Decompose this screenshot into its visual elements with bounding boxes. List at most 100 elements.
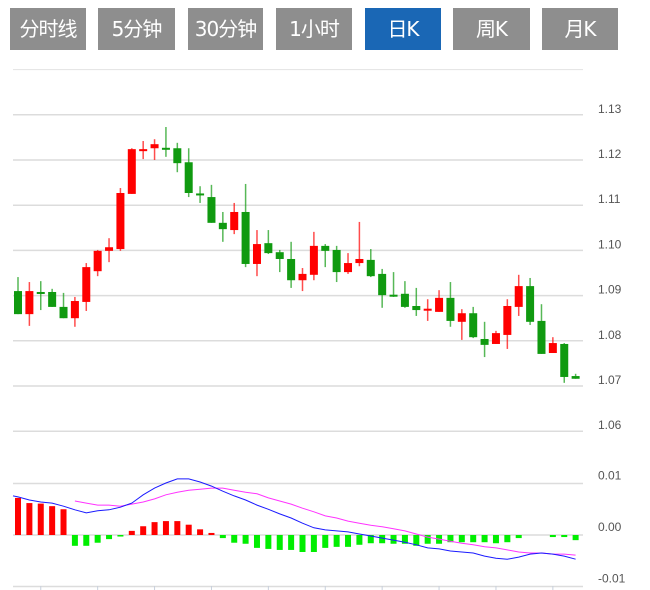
candle-body [514, 286, 523, 307]
tab-weekly-k[interactable]: 周K [453, 8, 530, 50]
candle [548, 337, 557, 354]
candle-body [435, 297, 444, 312]
histogram-bar [106, 535, 113, 540]
histogram-bar [276, 535, 283, 550]
candle-body [36, 291, 45, 294]
price-tick-label: 1.13 [598, 102, 622, 116]
histogram-bar [37, 503, 44, 535]
histogram-bar [470, 535, 477, 543]
histogram-bar [288, 535, 295, 550]
candle [264, 230, 273, 255]
candle [344, 253, 353, 274]
histogram-bar [26, 503, 33, 535]
candle [503, 299, 512, 349]
candle-body [491, 333, 500, 344]
candle [526, 277, 535, 325]
histogram-bar [140, 526, 147, 535]
histogram-bar [572, 535, 579, 541]
tab-5min[interactable]: 5分钟 [98, 8, 175, 50]
candle-body [298, 273, 307, 281]
candle [423, 299, 432, 321]
histogram-bar [299, 535, 306, 552]
candle-body [93, 250, 102, 272]
candle [435, 290, 444, 312]
histogram-bar [345, 535, 352, 547]
candle-body [287, 258, 296, 281]
candle [25, 282, 34, 326]
candle-body [218, 222, 227, 230]
candle [446, 282, 455, 327]
candle [70, 296, 79, 327]
candle-body [355, 258, 364, 264]
candle-body [412, 305, 421, 311]
candle [207, 184, 216, 223]
candle [400, 281, 409, 308]
candle [514, 274, 523, 316]
candle [412, 287, 421, 316]
candle [537, 304, 546, 354]
histogram-bar [481, 535, 488, 543]
candle [93, 249, 102, 277]
histogram-bar [253, 535, 260, 548]
histogram-bar [401, 535, 408, 544]
candle [355, 221, 364, 267]
candle [309, 231, 318, 281]
candle-body [161, 147, 170, 150]
histogram-bar [447, 535, 454, 543]
histogram-bar [390, 535, 397, 544]
histogram-bar [15, 497, 21, 535]
candle [469, 306, 478, 339]
candle-body [173, 148, 182, 164]
histogram-bar [60, 509, 67, 535]
candle-body [378, 273, 387, 296]
candle [491, 330, 500, 344]
histogram-bar [424, 535, 431, 544]
time-axis [40, 586, 554, 590]
candle [184, 148, 193, 198]
tab-1hour[interactable]: 1小时 [276, 8, 352, 50]
candle-body [457, 313, 466, 322]
candle-body [116, 192, 125, 250]
candle-body [389, 294, 398, 297]
tab-30min[interactable]: 30分钟 [188, 8, 263, 50]
candle [480, 321, 489, 358]
candle-body [105, 247, 114, 251]
histogram-bar [117, 535, 124, 537]
candle-body [469, 313, 478, 338]
candle-body [14, 291, 22, 315]
candle-body [264, 243, 273, 254]
dif-line [12, 478, 576, 560]
histogram-bar [356, 535, 363, 545]
candle-body [230, 211, 239, 231]
price-tick-label: 1.09 [598, 283, 622, 297]
histogram-bar [458, 535, 465, 543]
candle-body [571, 376, 580, 379]
histogram-bar [208, 532, 215, 535]
candle [241, 183, 250, 268]
price-tick-label: 1.10 [598, 237, 622, 251]
histogram-bar [549, 535, 556, 538]
candle [139, 141, 148, 160]
candle-body [526, 286, 535, 322]
candle-body [275, 252, 284, 259]
tab-timeline[interactable]: 分时线 [10, 8, 86, 50]
candle-body [537, 320, 546, 354]
tab-monthly-k[interactable]: 月K [542, 8, 618, 50]
candle [82, 263, 91, 311]
histogram-bar [151, 522, 158, 535]
macd-tick-label: 0.00 [598, 520, 622, 534]
candle [173, 142, 182, 173]
candle-body [207, 197, 216, 223]
candle-body [332, 249, 341, 273]
candle [218, 211, 227, 242]
histogram-bar [49, 506, 56, 535]
candle-body [344, 263, 353, 273]
price-tick-label: 1.06 [598, 418, 622, 432]
candle-body [196, 193, 205, 196]
dea-line [74, 487, 576, 556]
histogram-bar [379, 535, 386, 544]
price-tick-label: 1.08 [598, 328, 622, 342]
grid-lines [13, 69, 583, 588]
tab-daily-k[interactable]: 日K [365, 8, 441, 50]
histogram-bar [174, 521, 181, 535]
